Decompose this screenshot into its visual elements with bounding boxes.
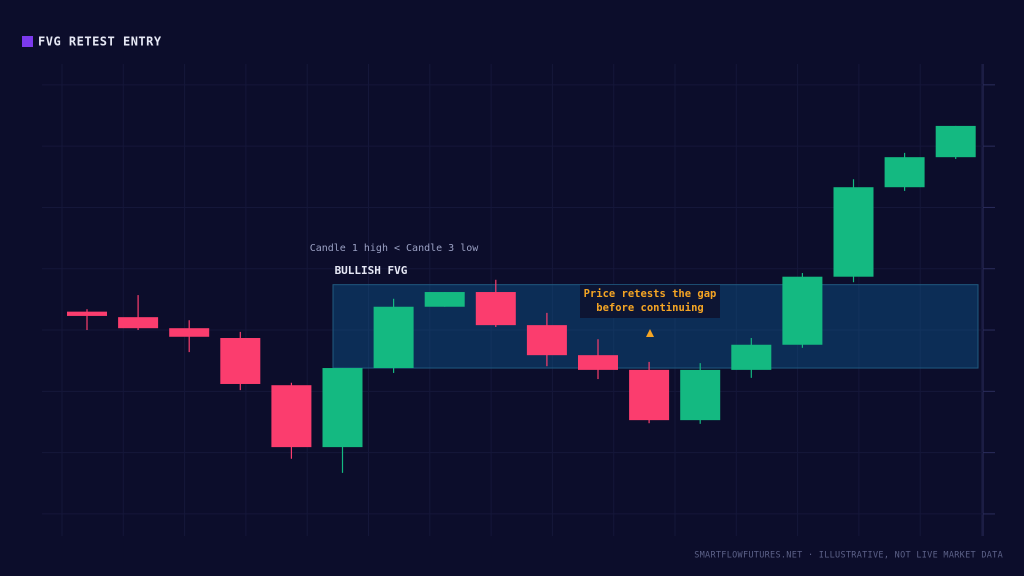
annotation-label: BULLISH FVG	[335, 264, 408, 277]
candle-body	[67, 311, 107, 316]
candle-body	[629, 369, 670, 421]
candle-body	[731, 344, 772, 370]
candle-body	[475, 292, 516, 326]
candle-body	[782, 276, 823, 345]
title-marker	[22, 36, 33, 47]
callout-arrow	[646, 329, 654, 337]
chart-title: FVG RETEST ENTRY	[38, 35, 162, 49]
candle-body	[373, 306, 414, 369]
candle-body	[424, 292, 465, 307]
candle-body	[578, 355, 618, 370]
footer: SMARTFLOWFUTURES.NET · ILLUSTRATIVE, NOT…	[694, 551, 1003, 561]
candle-body	[220, 338, 261, 384]
candle-body	[833, 187, 874, 277]
candle-body	[322, 368, 363, 448]
annotation-rule: Candle 1 high < Candle 3 low	[310, 243, 480, 254]
callout-line: Price retests the gap	[584, 288, 717, 300]
candle-body	[271, 385, 312, 448]
candle-body	[935, 125, 976, 158]
candle-body	[118, 317, 159, 329]
candle-body	[680, 369, 721, 421]
callout-line: before continuing	[596, 302, 703, 314]
candle-body	[884, 157, 925, 188]
candle-body	[169, 328, 210, 337]
candle-body	[526, 325, 567, 356]
callout-box	[580, 285, 720, 318]
